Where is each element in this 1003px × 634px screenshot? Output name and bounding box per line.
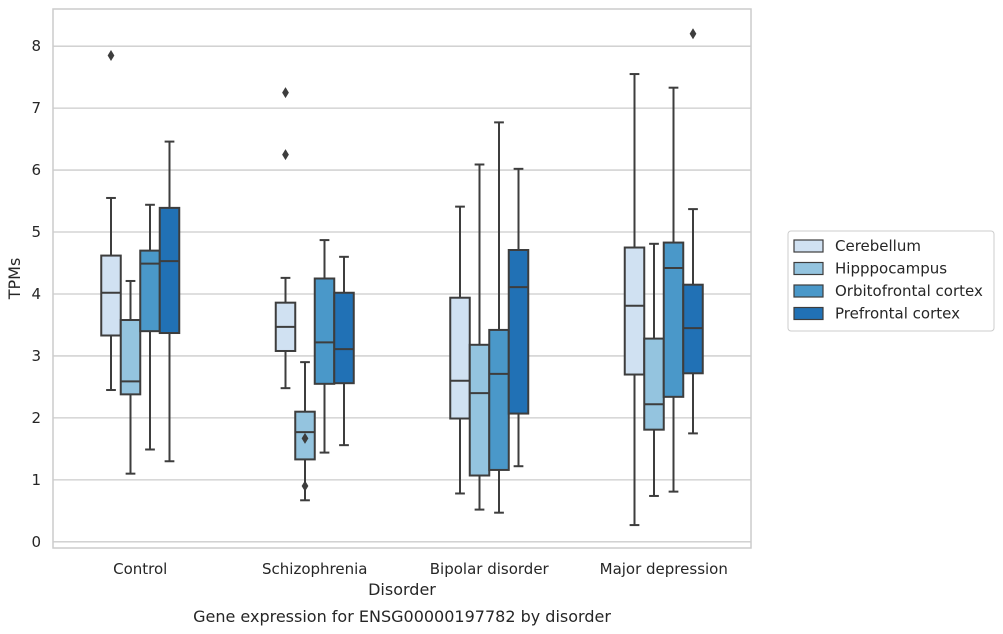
box-cerebellum bbox=[100, 49, 122, 392]
outlier-point bbox=[282, 87, 289, 99]
iqr-box bbox=[488, 328, 510, 471]
x-tick-labels: Control Schizophrenia Bipolar disorder Majo… bbox=[113, 560, 728, 578]
legend-label: Cerebellum bbox=[835, 237, 921, 255]
box-hipppocampus bbox=[643, 242, 665, 497]
iqr-box bbox=[100, 254, 122, 337]
legend-swatch bbox=[793, 306, 824, 321]
box-prefrontal-cortex bbox=[158, 140, 181, 463]
y-tick-label: 0 bbox=[31, 533, 41, 551]
x-tick-label: Bipolar disorder bbox=[430, 560, 550, 578]
legend-label: Hipppocampus bbox=[835, 260, 947, 278]
box-prefrontal-cortex bbox=[507, 167, 530, 468]
iqr-box bbox=[507, 249, 530, 415]
outlier-point bbox=[107, 49, 115, 61]
legend-label: Prefrontal cortex bbox=[835, 305, 960, 323]
iqr-box bbox=[623, 246, 646, 376]
legend-swatch bbox=[793, 261, 824, 276]
box-plots bbox=[100, 28, 704, 527]
box-orbitofrontal-cortex bbox=[313, 239, 336, 454]
iqr-box bbox=[662, 241, 685, 398]
box-hipppocampus bbox=[294, 361, 316, 502]
y-tick-label: 2 bbox=[31, 409, 41, 427]
box-cerebellum bbox=[449, 205, 471, 495]
iqr-box bbox=[449, 296, 471, 420]
legend-label: Orbitofrontal cortex bbox=[835, 282, 983, 300]
box-cerebellum bbox=[623, 73, 646, 527]
iqr-box bbox=[158, 206, 181, 335]
box-prefrontal-cortex bbox=[333, 255, 355, 447]
legend-swatch bbox=[793, 284, 824, 298]
x-axis-label: Disorder bbox=[368, 580, 436, 599]
plot-frame bbox=[52, 8, 752, 549]
y-tick-label: 1 bbox=[31, 471, 41, 489]
x-tick-label: Major depression bbox=[600, 560, 728, 578]
iqr-box bbox=[119, 319, 142, 396]
box-cerebellum bbox=[274, 87, 297, 390]
box-orbitofrontal-cortex bbox=[488, 121, 510, 514]
y-tick-label: 6 bbox=[31, 161, 41, 179]
box-hipppocampus bbox=[468, 163, 491, 511]
y-tick-labels: 0 1 2 3 4 5 6 7 8 bbox=[31, 37, 41, 551]
iqr-box bbox=[468, 343, 491, 477]
legend-frame bbox=[787, 230, 995, 332]
outlier-point bbox=[282, 149, 289, 161]
box-orbitofrontal-cortex bbox=[139, 203, 161, 451]
outlier-point bbox=[301, 432, 309, 444]
y-tick-label: 3 bbox=[31, 347, 41, 365]
y-tick-label: 8 bbox=[31, 37, 41, 55]
chart-caption: Gene expression for ENSG00000197782 by d… bbox=[193, 607, 611, 626]
y-tick-label: 4 bbox=[31, 285, 41, 303]
outlier-point bbox=[689, 28, 697, 40]
box-hipppocampus bbox=[119, 279, 142, 475]
iqr-box bbox=[333, 291, 355, 385]
x-tick-label: Control bbox=[113, 560, 167, 578]
y-tick-label: 7 bbox=[31, 99, 41, 117]
legend-swatch bbox=[793, 239, 824, 253]
iqr-box bbox=[313, 277, 336, 385]
legend: Cerebellum Hipppocampus Orbitofrontal cort… bbox=[787, 230, 995, 332]
outlier-point bbox=[301, 480, 309, 492]
x-tick-label: Schizophrenia bbox=[262, 560, 367, 578]
iqr-box bbox=[643, 337, 665, 431]
y-axis-label: TPMs bbox=[5, 258, 24, 301]
y-tick-label: 5 bbox=[31, 223, 41, 241]
box-orbitofrontal-cortex bbox=[662, 86, 685, 493]
box-prefrontal-cortex bbox=[682, 28, 704, 435]
